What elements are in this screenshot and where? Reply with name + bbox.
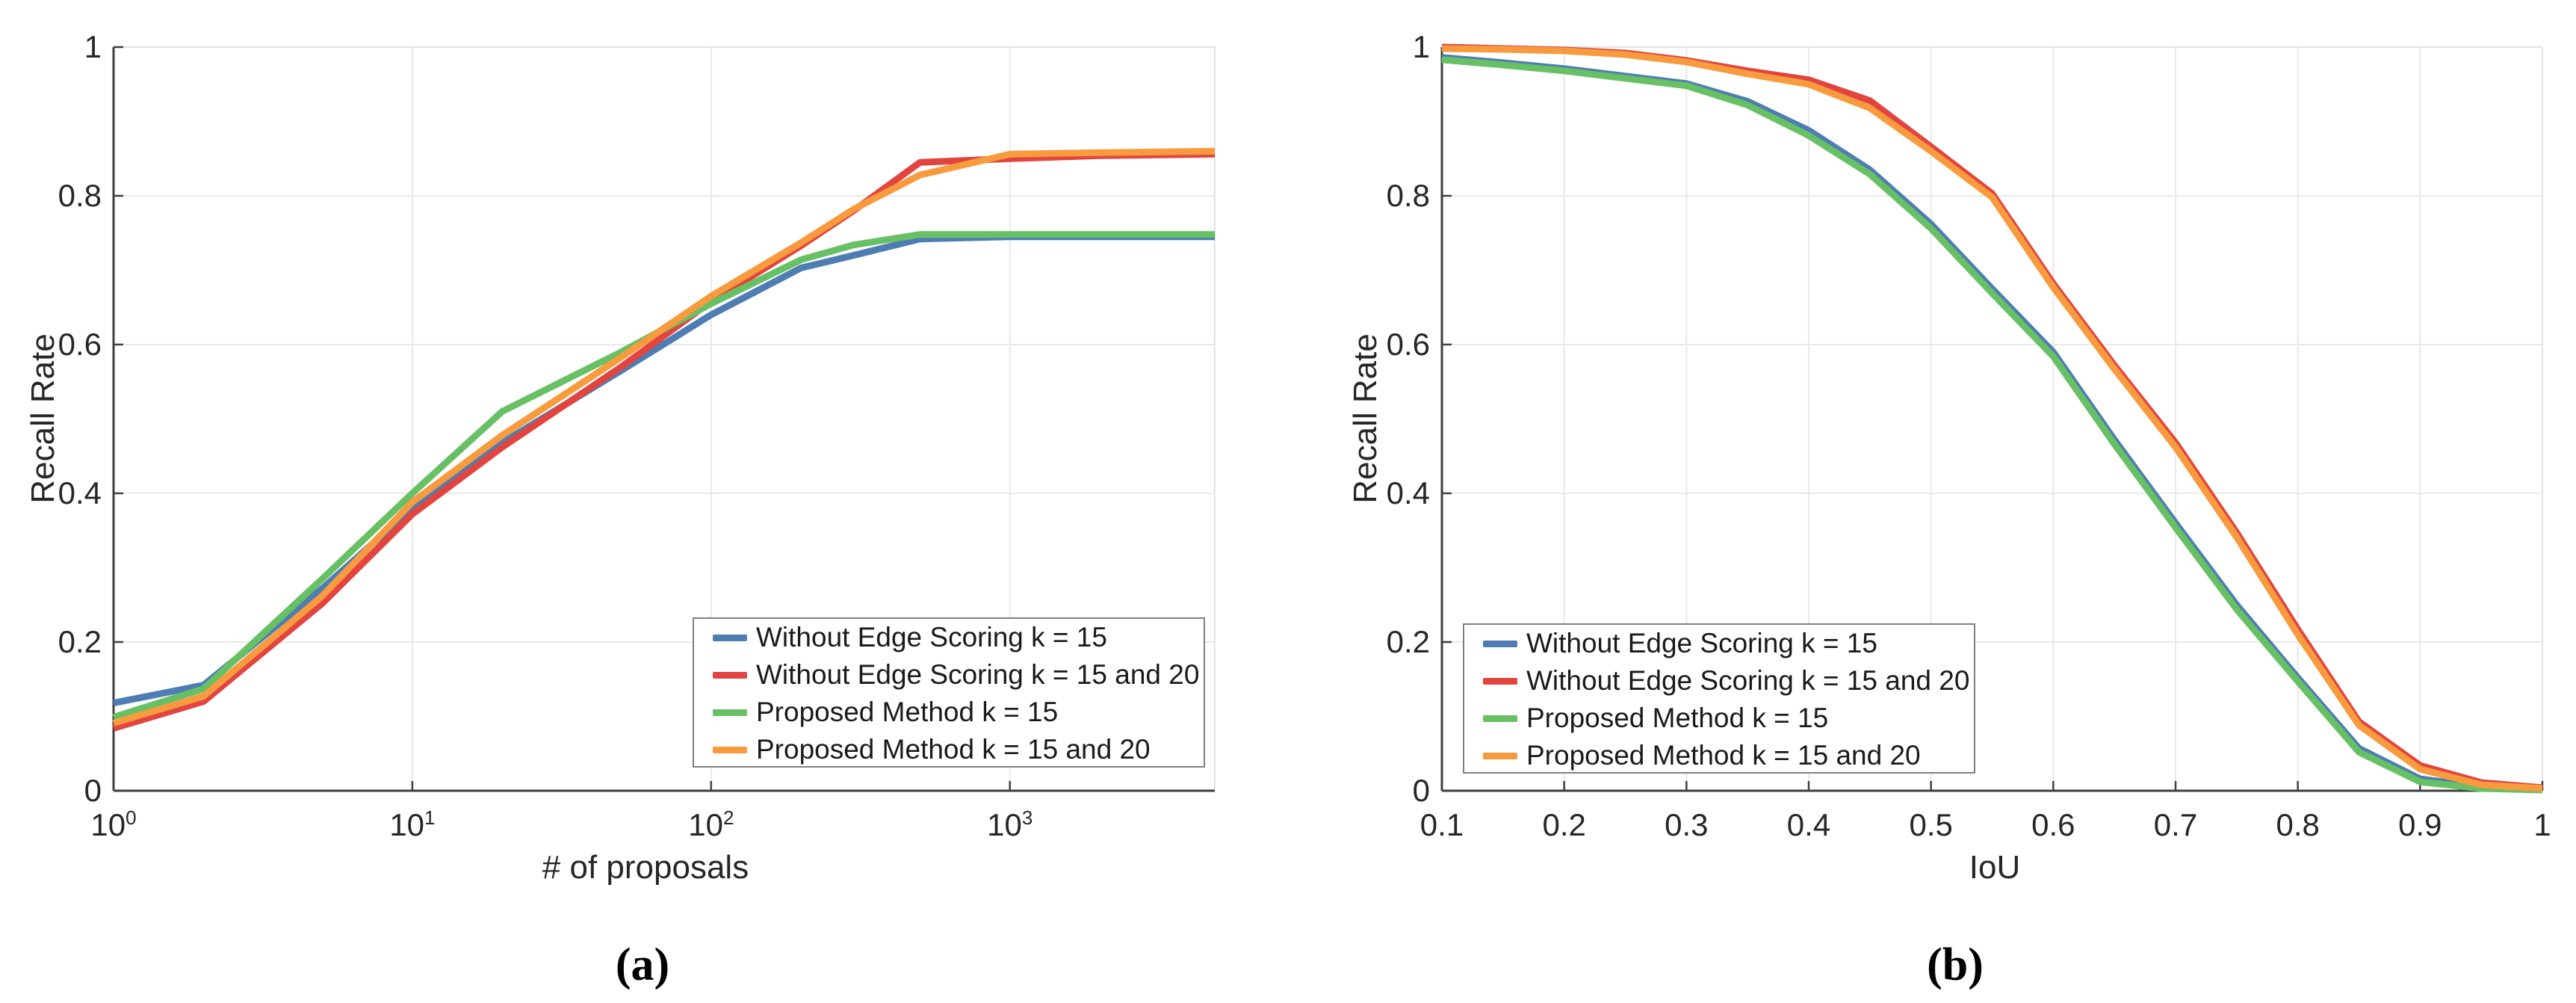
- y-tick-label-a: 0.4: [58, 475, 102, 510]
- legend-label: Without Edge Scoring k = 15: [1526, 628, 1877, 658]
- legend-item: Without Edge Scoring k = 15 and 20: [694, 659, 1199, 691]
- legend-swatch-blue: [1483, 640, 1517, 647]
- x-tick-exponent: 1: [424, 806, 436, 829]
- legend-item: Without Edge Scoring k = 15: [694, 622, 1107, 653]
- y-tick-label-b: 0.2: [1386, 624, 1430, 659]
- x-tick-label-a: 102: [688, 807, 734, 843]
- legend-swatch-green: [1483, 715, 1517, 722]
- x-tick-label-b: 0.9: [2398, 807, 2442, 842]
- legend-item: Proposed Method k = 15: [1464, 703, 1828, 734]
- legend-item: Proposed Method k = 15: [694, 697, 1058, 728]
- caption-a: (a): [615, 939, 670, 990]
- x-tick-base: 10: [90, 807, 126, 842]
- series-line-green-a: [112, 231, 1215, 720]
- x-tick-label-b: 0.6: [2031, 807, 2075, 842]
- x-tick-base: 10: [688, 807, 723, 842]
- legend-label: Proposed Method k = 15 and 20: [756, 734, 1151, 765]
- y-tick-label-b: 0.6: [1386, 327, 1430, 362]
- legend-swatch-green: [713, 709, 747, 716]
- legend-b: Without Edge Scoring k = 15 Without Edge …: [1463, 623, 1975, 774]
- x-tick-label-b: 0.5: [1909, 807, 1953, 842]
- y-tick-label-a: 0.8: [58, 178, 102, 213]
- x-tick-exponent: 0: [126, 806, 137, 829]
- legend-item: Without Edge Scoring k = 15 and 20: [1464, 665, 1969, 697]
- legend-label: Without Edge Scoring k = 15 and 20: [1526, 665, 1970, 696]
- legend-label: Without Edge Scoring k = 15: [756, 622, 1107, 652]
- legend-label: Without Edge Scoring k = 15 and 20: [756, 659, 1200, 690]
- y-tick-label-b: 1: [1412, 29, 1430, 64]
- legend-item: Proposed Method k = 15 and 20: [694, 734, 1151, 765]
- series-line-green-b: [1441, 56, 2543, 794]
- x-tick-exponent: 2: [722, 806, 734, 829]
- y-tick-label-b: 0: [1412, 773, 1430, 808]
- y-tick-label-a: 1: [84, 29, 102, 64]
- legend-label: Proposed Method k = 15 and 20: [1526, 740, 1921, 771]
- x-tick-label-b: 0.3: [1665, 807, 1709, 842]
- x-tick-label-b: 0.1: [1419, 807, 1464, 842]
- legend-label: Proposed Method k = 15: [756, 697, 1059, 727]
- legend-label: Proposed Method k = 15: [1526, 703, 1829, 733]
- x-tick-label-b: 1: [2533, 807, 2551, 842]
- x-tick-label-b: 0.2: [1542, 807, 1586, 842]
- legend-swatch-orange: [713, 746, 747, 753]
- x-axis-label-b: IoU: [1969, 849, 2021, 886]
- legend-swatch-orange: [1483, 752, 1517, 759]
- y-tick-label-a: 0.2: [58, 624, 102, 659]
- caption-b: (b): [1927, 939, 1984, 990]
- y-tick-label-b: 0.4: [1386, 475, 1430, 510]
- series-line-orange-b: [1441, 45, 2543, 792]
- x-tick-label-b: 0.8: [2276, 807, 2320, 842]
- y-tick-label-b: 0.8: [1386, 178, 1430, 213]
- x-tick-exponent: 3: [1021, 806, 1033, 829]
- legend-item: Without Edge Scoring k = 15: [1464, 628, 1877, 659]
- x-tick-base: 10: [987, 807, 1022, 842]
- x-axis-label-a: # of proposals: [542, 849, 749, 886]
- x-tick-label-a: 101: [389, 807, 435, 843]
- y-tick-label-a: 0: [84, 773, 102, 808]
- x-tick-label-a: 100: [90, 807, 136, 843]
- y-tick-label-a: 0.6: [58, 327, 102, 362]
- x-tick-base: 10: [389, 807, 425, 842]
- x-tick-label-a: 103: [987, 807, 1032, 843]
- legend-item: Proposed Method k = 15 and 20: [1464, 740, 1921, 771]
- legend-a: Without Edge Scoring k = 15 Without Edge …: [693, 617, 1205, 768]
- legend-swatch-red: [1483, 677, 1517, 685]
- legend-swatch-blue: [713, 634, 747, 641]
- legend-swatch-red: [713, 671, 747, 679]
- x-tick-label-b: 0.7: [2153, 807, 2198, 842]
- series-line-orange-a: [112, 147, 1216, 726]
- x-tick-label-b: 0.4: [1786, 807, 1831, 842]
